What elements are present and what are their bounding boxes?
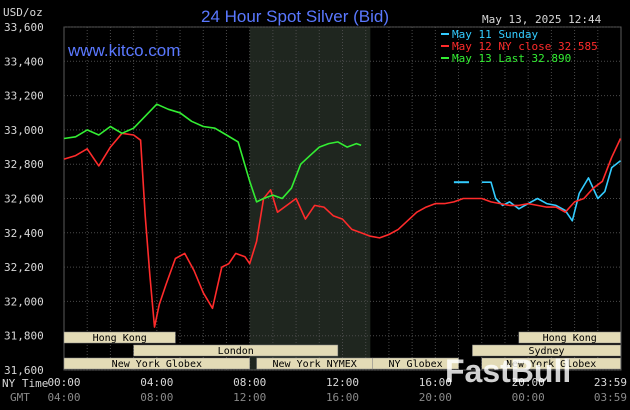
- chart-title: 24 Hour Spot Silver (Bid): [201, 7, 389, 26]
- market-bar-label: Hong Kong: [543, 333, 597, 344]
- y-tick-label: 33,600: [4, 21, 44, 34]
- market-bar-label: New York Globex: [112, 359, 202, 370]
- y-tick-label: 33,200: [4, 90, 44, 103]
- x-tick-label-gmt: 20:00: [419, 391, 452, 404]
- market-bar-label: New York Globex: [506, 359, 596, 370]
- x-tick-label-gmt: 12:00: [233, 391, 266, 404]
- legend-entry: May 11 Sunday: [452, 28, 538, 41]
- y-axis-unit-label: USD/oz: [3, 6, 43, 19]
- x-tick-label-ny: 16:00: [419, 376, 452, 389]
- x-tick-label-gmt: 04:00: [47, 391, 80, 404]
- y-tick-label: 32,000: [4, 295, 44, 308]
- series-line-2: [63, 103, 362, 203]
- ny-time-label: NY Time: [2, 377, 48, 390]
- x-tick-label-ny: 12:00: [326, 376, 359, 389]
- x-axis-ticks: 00:00 04:00 04:00 08:00 08:00 12:00 12:00 16:00…: [47, 376, 627, 404]
- date-label: May 13, 2025 12:44: [482, 13, 602, 26]
- x-tick-label-gmt: 16:00: [326, 391, 359, 404]
- x-tick-label-ny: 00:00: [47, 376, 80, 389]
- y-tick-label: 32,400: [4, 227, 44, 240]
- x-tick-label-ny: 20:00: [512, 376, 545, 389]
- market-bar: [518, 331, 621, 344]
- y-tick-label: 33,000: [4, 124, 44, 137]
- y-tick-label: 31,800: [4, 330, 44, 343]
- x-tick-label-ny: 08:00: [233, 376, 266, 389]
- market-bar: [372, 357, 459, 370]
- market-bar: [481, 357, 621, 370]
- x-tick-label-gmt: 00:00: [512, 391, 545, 404]
- market-bar: [63, 357, 250, 370]
- market-bar-label: London: [218, 346, 254, 357]
- x-tick-label-gmt: 03:59: [594, 391, 627, 404]
- market-session-bars: Hong Kong London New York Globex New York N…: [63, 331, 621, 370]
- x-tick-label-gmt: 08:00: [140, 391, 173, 404]
- market-bar-label: Hong Kong: [93, 333, 147, 344]
- market-bar: [472, 344, 621, 357]
- y-tick-label: 32,800: [4, 158, 44, 171]
- gmt-label: GMT: [10, 391, 30, 404]
- x-tick-label-ny: 23:59: [594, 376, 627, 389]
- y-axis-ticks: 33,600 33,400 33,200 33,000 32,800 32,600 32,4…: [4, 21, 44, 377]
- y-tick-label: 31,600: [4, 364, 44, 377]
- market-bar: [63, 331, 176, 344]
- y-tick-label: 33,400: [4, 55, 44, 68]
- legend-entry: May 13 Last 32.890: [452, 52, 571, 65]
- market-bar-label: NY Globex: [389, 359, 443, 370]
- watermark: FastBull: [445, 353, 571, 389]
- market-bar-label: Sydney: [528, 346, 564, 357]
- x-tick-label-ny: 04:00: [140, 376, 173, 389]
- market-bar-label: New York NYMEX: [273, 359, 357, 370]
- market-bar: [133, 344, 339, 357]
- y-tick-label: 32,200: [4, 261, 44, 274]
- series-line-1: [63, 132, 622, 328]
- chart-series: [63, 103, 622, 328]
- legend-entry: May 12 NY close 32.585: [452, 40, 598, 53]
- site-label[interactable]: www.kitco.com: [67, 41, 180, 60]
- y-tick-label: 32,600: [4, 193, 44, 206]
